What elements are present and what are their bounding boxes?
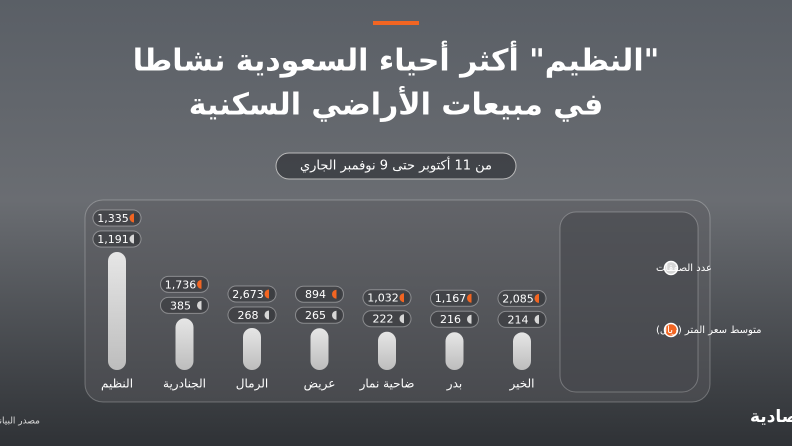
pill-icon-half (201, 279, 207, 290)
price-label-text: 2,673 (232, 288, 264, 301)
x-tick-label: الجنادرية (163, 377, 206, 392)
bar (108, 252, 126, 370)
bar (378, 331, 396, 370)
price-label (430, 289, 479, 307)
bar (310, 328, 329, 370)
deals-label (362, 310, 412, 328)
pill-icon-half (404, 313, 409, 324)
price-label (362, 289, 412, 307)
deals-label-text: 385 (170, 299, 191, 312)
x-tick-label: الخير (509, 377, 535, 392)
pill-icon-half (269, 288, 274, 299)
legend-label: عدد الصفقات (656, 263, 712, 274)
title-line: "النظيم" أكثر أحياء السعودية نشاطا (133, 41, 659, 79)
deals-label (227, 306, 277, 324)
pill-icon-half (201, 300, 207, 311)
price-label-text: 2,085 (502, 292, 534, 305)
deals-label-text: 265 (305, 309, 326, 322)
pill-icon-half (336, 289, 342, 300)
pill-icon-half (336, 310, 342, 321)
price-label (295, 285, 344, 303)
deals-label (160, 296, 209, 314)
bar (243, 327, 261, 370)
x-tick-label: الرمال (236, 377, 268, 392)
deals-label (497, 310, 547, 328)
price-label-text: 894 (305, 288, 326, 301)
subtitle: من 11 أكتوبر حتى 9 نوفمبر الجاري (300, 157, 492, 174)
price-label (227, 285, 277, 303)
deals-label (295, 306, 344, 324)
x-tick-label: النظيم (101, 377, 133, 391)
legend-marker (663, 260, 679, 276)
price-label (497, 289, 547, 307)
price-label (160, 275, 209, 293)
legend-marker (663, 322, 679, 338)
legend-box (559, 211, 699, 393)
x-tick-label: ضاحية نمار (359, 377, 415, 392)
bar (513, 332, 531, 370)
pill-icon-half (134, 234, 139, 244)
deals-label-text: 1,191 (97, 233, 129, 246)
pill-icon-half (404, 292, 409, 303)
source: مصدر البيانات: الهيئة العامة للعقار (0, 417, 40, 427)
bar (175, 318, 194, 370)
price-label-text: 1,736 (165, 278, 197, 291)
deals-label-text: 216 (440, 313, 461, 326)
legend-label: متوسط سعر المتر (ريال) (656, 325, 762, 336)
pill-icon-half (471, 293, 477, 304)
price-label-text: 1,032 (367, 292, 399, 305)
x-tick-label: عريض (304, 377, 336, 392)
accent-dash (373, 21, 419, 25)
pill-icon-half (134, 213, 139, 223)
deals-label-text: 222 (373, 313, 394, 326)
pill-icon-half (471, 314, 477, 325)
pill-icon-half (269, 309, 274, 320)
price-label (92, 209, 142, 227)
price-label-text: 1,167 (435, 292, 467, 305)
deals-label-text: 214 (508, 313, 529, 326)
pill-icon-half (539, 293, 544, 304)
pill-icon-half (539, 314, 544, 325)
deals-label (92, 230, 142, 248)
deals-label-text: 268 (238, 309, 259, 322)
price-label-text: 1,335 (97, 212, 129, 225)
subtitle-pill (275, 152, 517, 180)
title-line: في مبيعات الأراضي السكنية (189, 86, 603, 123)
logo: الاقتصادية (750, 407, 792, 427)
bar (445, 332, 464, 370)
deals-label (430, 310, 479, 328)
x-tick-label: بدر (446, 377, 462, 392)
